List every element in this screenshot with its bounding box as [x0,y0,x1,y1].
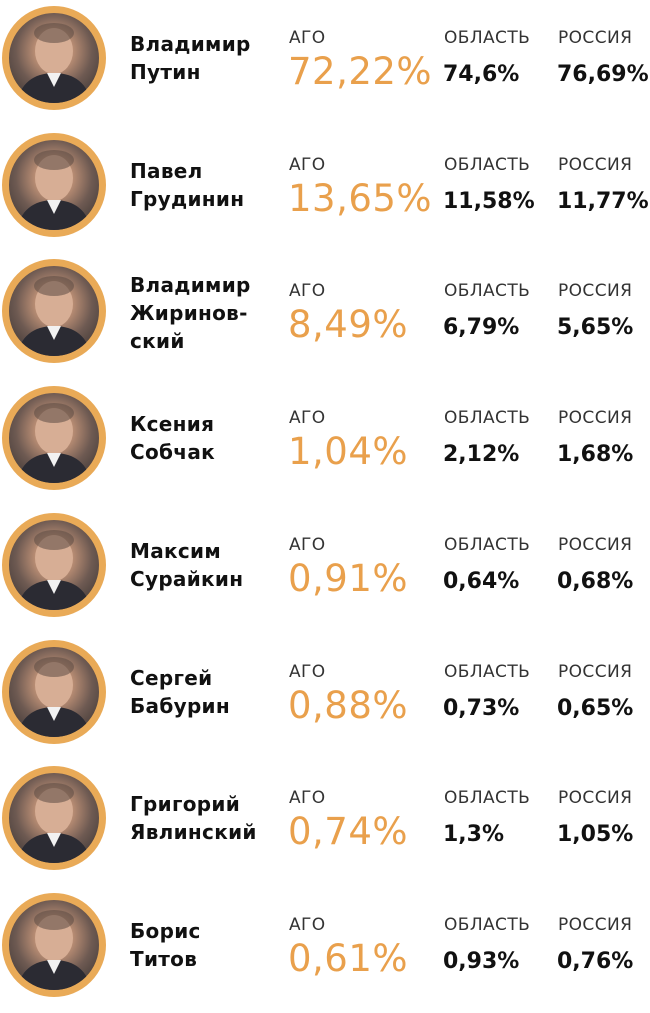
oblast-label: ОБЛАСТЬ [444,281,531,301]
ago-label: АГО [289,408,326,428]
russia-value: 1,68% [557,442,634,467]
avatar [2,133,106,237]
oblast-label: ОБЛАСТЬ [444,915,531,935]
avatar [2,386,106,490]
candidate-name: Владимир Жиринов-ский [130,271,270,355]
candidate-name-line: Грудинин [130,187,245,211]
russia-label: РОССИЯ [558,788,633,808]
ago-value: 0,74% [288,810,409,853]
oblast-value: 1,3% [443,822,505,847]
avatar [2,893,106,997]
ago-label: АГО [289,662,326,682]
candidate-row: Владимир Путин АГО ОБЛАСТЬ РОССИЯ 72,22% 74,6%… [0,2,650,126]
russia-label: РОССИЯ [558,281,633,301]
avatar [2,766,106,870]
candidate-name-line: Григорий [130,792,241,816]
person-photo-icon [17,276,91,356]
person-photo-icon [17,783,91,863]
candidate-name-line: Бабурин [130,694,230,718]
candidate-name-line: Явлинский [130,820,257,844]
candidate-name: Сергей Бабурин [130,664,270,720]
russia-label: РОССИЯ [558,155,633,175]
ago-label: АГО [289,155,326,175]
oblast-label: ОБЛАСТЬ [444,788,531,808]
russia-value: 0,65% [557,696,634,721]
ago-label: АГО [289,281,326,301]
person-photo-icon [17,657,91,737]
oblast-label: ОБЛАСТЬ [444,28,531,48]
russia-value: 11,77% [557,189,649,214]
person-photo-icon [17,530,91,610]
candidate-name-line: Сергей [130,666,213,690]
candidate-name-line: Ксения [130,412,215,436]
person-photo-icon [17,403,91,483]
ago-value: 0,91% [288,557,409,600]
oblast-label: ОБЛАСТЬ [444,155,531,175]
candidate-row: Владимир Жиринов-ский АГО ОБЛАСТЬ РОССИЯ 8,49… [0,255,650,379]
person-photo-icon [17,150,91,230]
ago-value: 0,61% [288,937,409,980]
candidate-name: Ксения Собчак [130,410,270,466]
avatar [2,513,106,617]
candidate-name-line: Максим [130,539,221,563]
candidate-row: Борис Титов АГО ОБЛАСТЬ РОССИЯ 0,61% 0,93% 0,76… [0,889,650,1013]
oblast-label: ОБЛАСТЬ [444,408,531,428]
oblast-value: 11,58% [443,189,535,214]
oblast-value: 0,73% [443,696,520,721]
oblast-label: ОБЛАСТЬ [444,535,531,555]
person-photo-icon [17,23,91,103]
russia-label: РОССИЯ [558,408,633,428]
candidate-name-line: ский [130,329,185,353]
oblast-label: ОБЛАСТЬ [444,662,531,682]
ago-label: АГО [289,535,326,555]
oblast-value: 0,93% [443,949,520,974]
candidate-name: Владимир Путин [130,30,270,86]
candidate-row: Григорий Явлинский АГО ОБЛАСТЬ РОССИЯ 0,74% 1,… [0,762,650,886]
candidate-row: Павел Грудинин АГО ОБЛАСТЬ РОССИЯ 13,65% 11,58… [0,129,650,253]
candidate-row: Максим Сурайкин АГО ОБЛАСТЬ РОССИЯ 0,91% 0,64%… [0,509,650,633]
candidate-name-line: Собчак [130,440,215,464]
avatar [2,6,106,110]
russia-value: 76,69% [557,62,649,87]
candidate-row: Ксения Собчак АГО ОБЛАСТЬ РОССИЯ 1,04% 2,12% 1,… [0,382,650,506]
oblast-value: 6,79% [443,315,520,340]
russia-value: 1,05% [557,822,634,847]
candidate-name-line: Владимир [130,32,251,56]
candidate-name-line: Титов [130,947,198,971]
candidate-name-line: Владимир [130,273,251,297]
candidate-row: Сергей Бабурин АГО ОБЛАСТЬ РОССИЯ 0,88% 0,73% 0… [0,636,650,760]
candidate-name: Григорий Явлинский [130,790,270,846]
ago-label: АГО [289,915,326,935]
ago-value: 0,88% [288,684,409,727]
candidate-name: Павел Грудинин [130,157,270,213]
candidate-name-line: Павел [130,159,203,183]
avatar [2,640,106,744]
ago-label: АГО [289,788,326,808]
ago-value: 13,65% [288,177,433,220]
ago-label: АГО [289,28,326,48]
ago-value: 1,04% [288,430,409,473]
russia-value: 0,68% [557,569,634,594]
candidate-name: Максим Сурайкин [130,537,270,593]
ago-value: 72,22% [288,50,433,93]
oblast-value: 0,64% [443,569,520,594]
russia-value: 5,65% [557,315,634,340]
oblast-value: 2,12% [443,442,520,467]
candidate-name-line: Жиринов- [130,301,248,325]
oblast-value: 74,6% [443,62,520,87]
russia-label: РОССИЯ [558,915,633,935]
person-photo-icon [17,910,91,990]
avatar [2,259,106,363]
russia-label: РОССИЯ [558,28,633,48]
candidate-name-line: Сурайкин [130,567,244,591]
russia-value: 0,76% [557,949,634,974]
candidate-name: Борис Титов [130,917,270,973]
russia-label: РОССИЯ [558,662,633,682]
russia-label: РОССИЯ [558,535,633,555]
candidate-name-line: Путин [130,60,201,84]
candidate-name-line: Борис [130,919,201,943]
ago-value: 8,49% [288,303,409,346]
